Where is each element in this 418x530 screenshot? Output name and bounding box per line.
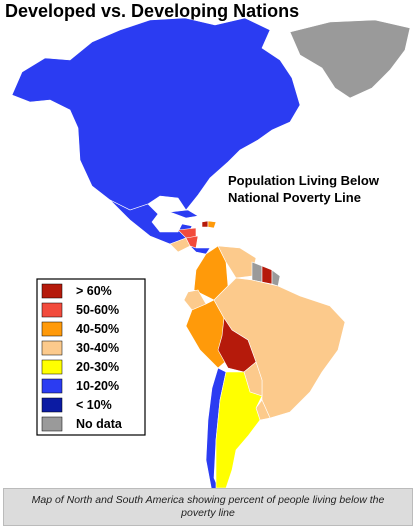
legend-label: 20-30% [76,360,119,374]
map: Developed vs. Developing Nations Populat… [5,1,411,488]
guyana [251,261,263,283]
legend-swatch [41,397,63,413]
legend-label: No data [76,417,123,431]
legend-swatch [41,340,63,356]
map-title-line: Population Living Below [228,173,380,188]
legend-swatch [41,378,63,394]
legend-swatch [41,416,63,432]
suriname [261,265,273,285]
legend-label: 50-60% [76,303,119,317]
dominican-republic [207,220,217,229]
legend-label: < 10% [76,398,112,412]
north-america [11,17,301,211]
legend-label: 10-20% [76,379,119,393]
cuba [169,209,199,219]
mexico [109,199,193,245]
title: Developed vs. Developing Nations [5,1,299,21]
legend-swatch [41,302,63,318]
legend-swatch [41,321,63,337]
legend-label: 30-40% [76,341,119,355]
legend-swatch [41,283,63,299]
argentina [215,371,263,488]
legend-label: 40-50% [76,322,119,336]
caption: Map of North and South America showing p… [3,488,413,526]
map-title-line: National Poverty Line [228,190,361,205]
greenland [289,19,411,99]
legend-swatch [41,359,63,375]
haiti [201,220,209,228]
legend-label: > 60% [76,284,112,298]
legend: > 60% 50-60% 40-50% 30-40% 20-30% 10-20% < 10%… [41,283,123,432]
french-guiana [271,269,281,287]
costa-rica-panama [189,245,211,255]
